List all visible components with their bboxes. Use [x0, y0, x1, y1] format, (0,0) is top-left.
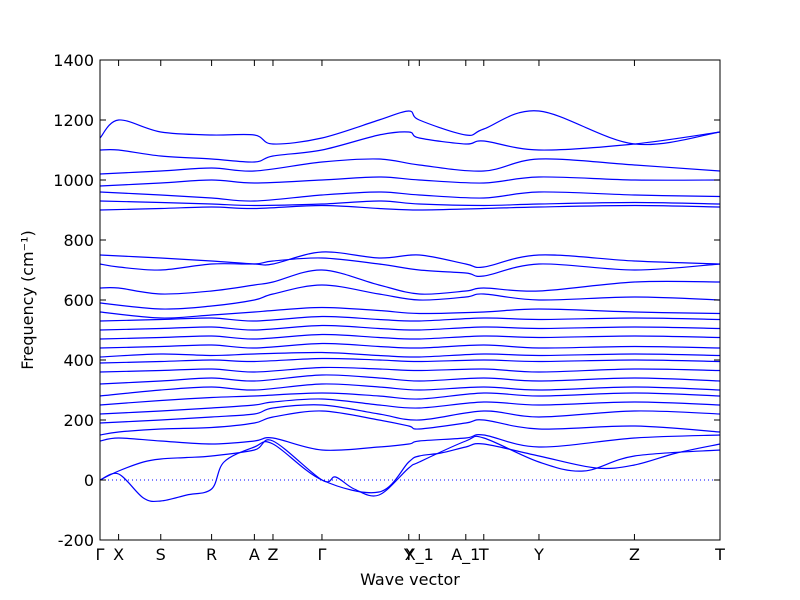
- band-line-4: [99, 410, 721, 436]
- band-line-27: [99, 131, 721, 163]
- band-line-10: [99, 366, 721, 373]
- y-tick-label: 1200: [53, 111, 94, 130]
- y-tick-label: 800: [63, 231, 94, 250]
- x-axis-title: Wave vector: [360, 570, 460, 589]
- y-axis-title: Frequency (cm⁻¹): [18, 230, 37, 369]
- x-tick-label: Γ: [96, 545, 105, 564]
- band-line-22: [99, 204, 721, 211]
- band-line-2: [99, 435, 721, 497]
- x-tick-label: Y: [403, 545, 414, 564]
- x-tick-label: T: [714, 545, 725, 564]
- band-line-18: [99, 284, 721, 310]
- x-tick-label: A_1: [451, 545, 480, 565]
- band-line-19: [99, 269, 721, 295]
- x-tick-label: Y: [533, 545, 544, 564]
- band-line-1: [99, 441, 721, 503]
- band-line-13: [99, 342, 721, 349]
- band-line-26: [99, 158, 721, 175]
- series-layer: [99, 110, 721, 503]
- band-line-17: [99, 306, 721, 319]
- band-line-28: [99, 110, 721, 146]
- x-tick-label: Z: [629, 545, 640, 564]
- y-tick-label: 600: [63, 291, 94, 310]
- y-tick-label: 1400: [53, 51, 94, 70]
- band-line-24: [99, 191, 721, 202]
- y-tick-label: -200: [58, 531, 94, 550]
- band-line-16: [99, 315, 721, 322]
- band-line-7: [99, 392, 721, 406]
- band-line-23: [99, 200, 721, 207]
- y-tick-label: 0: [84, 471, 94, 490]
- x-tick-label: R: [206, 545, 217, 564]
- y-axis: -200 0 200 400 600 800 1000 1200 1400: [53, 51, 720, 550]
- band-line-5: [99, 404, 721, 424]
- band-line-8: [99, 383, 721, 397]
- y-tick-label: 1000: [53, 171, 94, 190]
- band-line-15: [99, 324, 721, 331]
- band-line-21: [99, 251, 721, 269]
- band-line-11: [99, 357, 721, 364]
- band-line-6: [99, 398, 721, 415]
- x-tick-label: T: [478, 545, 489, 564]
- band-line-12: [99, 351, 721, 358]
- band-line-25: [99, 176, 721, 187]
- x-tick-label: Z: [267, 545, 278, 564]
- y-tick-label: 200: [63, 411, 94, 430]
- x-tick-label: A: [249, 545, 260, 564]
- band-line-20: [99, 257, 721, 277]
- x-tick-label: X_1: [405, 545, 434, 565]
- y-tick-label: 400: [63, 351, 94, 370]
- band-line-14: [99, 333, 721, 340]
- x-tick-label: Γ: [317, 545, 326, 564]
- x-tick-label: S: [156, 545, 166, 564]
- x-tick-label: X: [113, 545, 124, 564]
- band-line-3: [99, 434, 721, 451]
- band-line-9: [99, 374, 721, 385]
- x-axis: Γ X S R A Z Γ YX_1 A_1T Y Z T: [96, 60, 725, 565]
